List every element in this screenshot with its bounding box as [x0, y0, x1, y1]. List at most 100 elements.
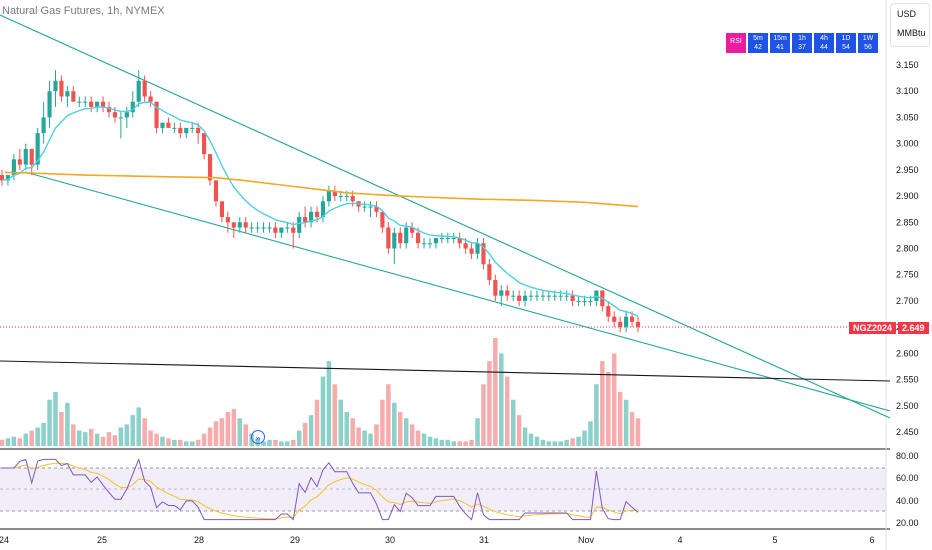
symbol-tag: NGZ2024: [849, 322, 897, 334]
candle-body: [100, 101, 106, 107]
volume-bar: [35, 427, 40, 446]
candle-body: [136, 80, 141, 102]
volume-bar: [433, 438, 439, 446]
volume-bar: [540, 439, 546, 446]
candle-body: [112, 112, 118, 118]
volume-bar: [184, 441, 189, 446]
price-tick-label: 2.800: [896, 244, 919, 254]
volume-bar: [338, 399, 344, 446]
channel-upper-trendline[interactable]: [0, 14, 891, 419]
candle-body: [47, 91, 52, 118]
candle-body: [606, 306, 611, 317]
candle-body: [231, 222, 236, 228]
candle-body: [368, 206, 373, 208]
candle-body: [249, 227, 254, 229]
candle-body: [154, 101, 159, 128]
volume-bar: [314, 399, 320, 446]
candle-body: [451, 238, 456, 240]
price-tick-label: 2.850: [896, 217, 919, 227]
time-tick-label: 4: [677, 535, 682, 545]
candle-body: [190, 127, 195, 129]
price-value-tag: 2.649: [898, 322, 929, 334]
rsi-tick-label: 60.00: [896, 473, 919, 483]
horizontal-support-line[interactable]: [0, 360, 891, 382]
volume-bar: [403, 418, 409, 446]
volume-bar: [487, 361, 492, 446]
candle-body: [624, 316, 629, 328]
volume-bars: [0, 338, 641, 446]
volume-bar: [457, 441, 462, 446]
volume-bar: [178, 439, 183, 446]
rsi-ma-line: [2, 462, 639, 520]
replay-icon[interactable]: »: [251, 430, 265, 444]
volume-bar: [130, 415, 136, 446]
candle-body: [320, 201, 326, 218]
candle-body: [53, 80, 58, 92]
candle-body: [89, 101, 94, 107]
candle-body: [0, 175, 5, 181]
price-tick-label: 3.000: [896, 139, 919, 149]
candle-body: [71, 91, 76, 102]
volume-bar: [564, 439, 569, 446]
candle-body: [184, 127, 189, 134]
candle-body: [202, 133, 207, 155]
volume-bar: [534, 436, 540, 446]
currency-unit-selector[interactable]: USD MMBtu: [890, 3, 930, 47]
candle-body: [570, 295, 575, 301]
candle-body: [118, 117, 123, 119]
candle-body: [344, 196, 349, 198]
candle-body: [59, 80, 64, 97]
volume-bar: [172, 439, 177, 446]
tf-badge-1d: 1D 54: [836, 33, 856, 53]
candle-body: [392, 232, 397, 249]
volume-bar: [106, 432, 112, 446]
volume-bar: [290, 439, 296, 446]
price-tick-label: 2.750: [896, 270, 919, 280]
candle-body: [582, 300, 587, 302]
price-tick-label: 2.600: [896, 348, 919, 358]
candle-body: [166, 122, 171, 128]
volume-bar: [112, 435, 118, 446]
moving-averages: [1, 101, 639, 317]
candle-body: [481, 243, 486, 265]
candle-body: [291, 227, 296, 233]
candle-body: [558, 295, 563, 297]
candle-body: [612, 316, 617, 322]
volume-bar: [207, 427, 213, 446]
candle-body: [433, 238, 438, 244]
candle-body: [629, 316, 635, 322]
rsi-tick-label: 80.00: [896, 451, 919, 461]
candle-body: [517, 295, 522, 301]
volume-bar: [47, 399, 52, 446]
volume-bar: [29, 430, 34, 446]
tf-badge-15m: 15m 41: [770, 33, 790, 53]
volume-bar: [195, 439, 201, 446]
volume-bar: [522, 427, 528, 446]
volume-bar: [308, 415, 314, 446]
rsi-line: [2, 457, 639, 521]
volume-bar: [285, 441, 290, 446]
candle-body: [285, 227, 290, 229]
channel-lower-trendline[interactable]: [24, 171, 891, 412]
candle-body: [528, 295, 534, 297]
volume-bar: [344, 412, 350, 446]
volume-bar: [510, 399, 516, 446]
price-tick-label: 2.450: [896, 427, 919, 437]
volume-bar: [629, 412, 635, 446]
candle-body: [588, 300, 593, 302]
candle-body: [261, 227, 266, 229]
candle-body: [225, 217, 230, 223]
volume-bar: [392, 402, 397, 446]
unit-label: MMBtu: [897, 28, 926, 38]
time-axis-labels: 24 25 28 29 30 31 Nov 4 5 6: [0, 535, 875, 545]
time-tick-label: 6: [869, 535, 874, 545]
candle-body: [124, 112, 129, 118]
candle-body: [522, 295, 528, 301]
volume-bar: [445, 439, 451, 446]
candle-body: [273, 227, 278, 233]
volume-bar: [623, 399, 629, 446]
candle-body: [499, 290, 504, 296]
price-tick-label: 2.500: [896, 401, 919, 411]
tf-badge-1h: 1h 37: [792, 33, 812, 53]
